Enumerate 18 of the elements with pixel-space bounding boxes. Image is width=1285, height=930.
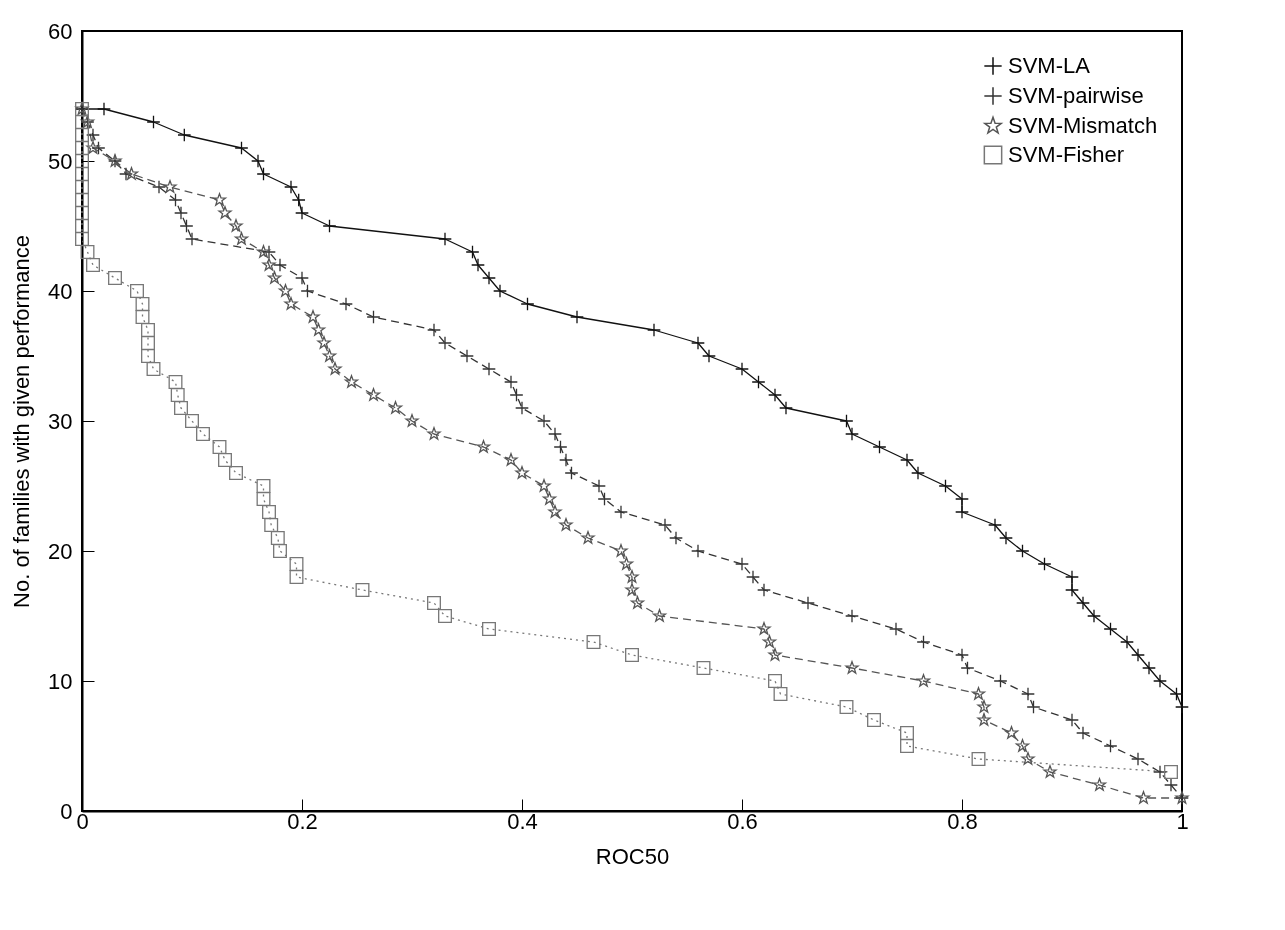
y-axis-title: No. of families with given performance (9, 235, 35, 608)
y-tick-label: 10 (48, 668, 73, 694)
x-axis-title: ROC50 (595, 843, 670, 869)
x-tick-label: 0 (76, 808, 89, 834)
legend-label: SVM-Mismatch (1008, 113, 1158, 138)
y-tick-label: 60 (48, 18, 73, 44)
legend-label: SVM-LA (1008, 53, 1091, 78)
legend-label: SVM-Fisher (1008, 142, 1125, 167)
x-tick-label: 0.6 (727, 808, 758, 834)
x-tick-label: 0.4 (507, 808, 538, 834)
x-tick-label: 0.2 (287, 808, 318, 834)
y-tick-label: 50 (48, 148, 73, 174)
legend-label: SVM-pairwise (1008, 83, 1144, 108)
y-tick-label: 20 (48, 538, 73, 564)
x-tick-label: 1 (1176, 808, 1189, 834)
y-tick-label: 30 (48, 408, 73, 434)
x-tick-label: 0.8 (947, 808, 978, 834)
y-tick-label: 40 (48, 278, 73, 304)
